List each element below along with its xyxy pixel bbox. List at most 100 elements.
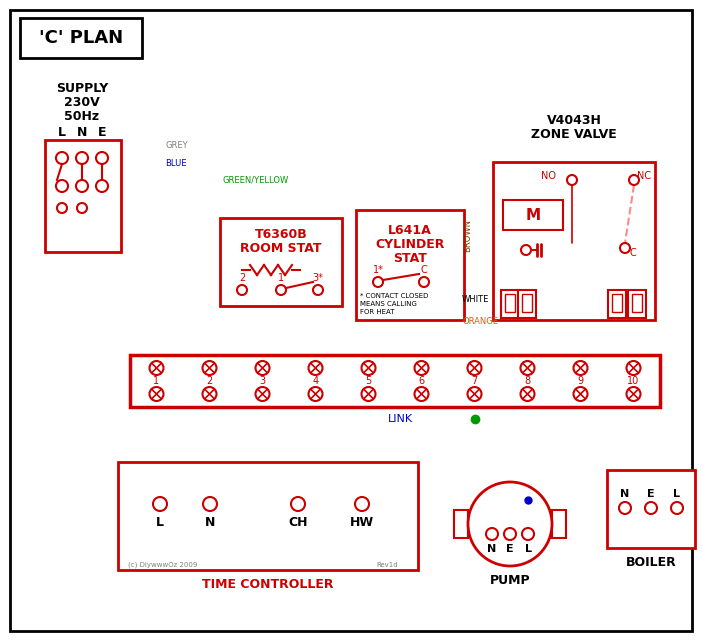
Circle shape — [237, 285, 247, 295]
Text: * CONTACT CLOSED: * CONTACT CLOSED — [360, 293, 428, 299]
Circle shape — [620, 243, 630, 253]
Text: 230V: 230V — [64, 96, 100, 108]
Text: L: L — [524, 544, 531, 554]
Circle shape — [56, 180, 68, 192]
Text: GREEN/YELLOW: GREEN/YELLOW — [222, 175, 289, 184]
Circle shape — [373, 277, 383, 287]
Text: MEANS CALLING: MEANS CALLING — [360, 301, 417, 307]
Text: 2: 2 — [206, 376, 213, 386]
Text: 4: 4 — [312, 376, 319, 386]
Text: 1*: 1* — [373, 265, 383, 275]
Circle shape — [468, 387, 482, 401]
Circle shape — [276, 285, 286, 295]
Text: C: C — [630, 248, 637, 258]
Text: 50Hz: 50Hz — [65, 110, 100, 122]
Bar — [505, 294, 515, 312]
Circle shape — [574, 361, 588, 375]
Text: TIME CONTROLLER: TIME CONTROLLER — [202, 578, 333, 592]
Text: NC: NC — [637, 171, 651, 181]
Bar — [503, 200, 563, 230]
Circle shape — [414, 387, 428, 401]
Text: LINK: LINK — [388, 414, 413, 424]
Text: NO: NO — [541, 171, 556, 181]
Bar — [632, 294, 642, 312]
Circle shape — [419, 277, 429, 287]
Text: SUPPLY: SUPPLY — [56, 81, 108, 94]
Circle shape — [671, 502, 683, 514]
Text: L: L — [58, 126, 66, 138]
Circle shape — [150, 387, 164, 401]
Circle shape — [77, 203, 87, 213]
Circle shape — [645, 502, 657, 514]
Circle shape — [202, 361, 216, 375]
Bar — [612, 294, 622, 312]
Bar — [607, 470, 695, 548]
Circle shape — [629, 175, 639, 185]
Circle shape — [520, 387, 534, 401]
Text: L: L — [156, 515, 164, 528]
Bar — [552, 510, 566, 538]
Text: FOR HEAT: FOR HEAT — [360, 309, 395, 315]
Circle shape — [486, 528, 498, 540]
Text: 3: 3 — [260, 376, 265, 386]
Text: BROWN: BROWN — [463, 219, 472, 251]
Text: N: N — [77, 126, 87, 138]
Bar — [608, 290, 626, 318]
Text: ZONE VALVE: ZONE VALVE — [531, 128, 617, 140]
Text: N: N — [487, 544, 496, 554]
Text: 1: 1 — [278, 273, 284, 283]
Text: L641A: L641A — [388, 224, 432, 237]
Text: ROOM STAT: ROOM STAT — [240, 242, 322, 254]
Text: 2: 2 — [239, 273, 245, 283]
Text: GREY: GREY — [165, 141, 187, 150]
Circle shape — [362, 387, 376, 401]
Circle shape — [414, 361, 428, 375]
Text: 8: 8 — [524, 376, 531, 386]
Text: 'C' PLAN: 'C' PLAN — [39, 29, 123, 47]
Circle shape — [96, 152, 108, 164]
Text: E: E — [98, 126, 106, 138]
Text: (c) DiywwwOz 2009: (c) DiywwwOz 2009 — [128, 562, 197, 569]
Text: E: E — [506, 544, 514, 554]
Text: 9: 9 — [578, 376, 583, 386]
Circle shape — [619, 502, 631, 514]
Text: N: N — [621, 489, 630, 499]
Text: T6360B: T6360B — [255, 228, 307, 240]
Bar — [45, 140, 121, 252]
Bar — [501, 290, 519, 318]
Circle shape — [56, 152, 68, 164]
Text: BLUE: BLUE — [165, 159, 187, 168]
Text: M: M — [525, 208, 541, 222]
Text: N: N — [205, 515, 216, 528]
Circle shape — [308, 387, 322, 401]
Bar — [118, 462, 418, 570]
Circle shape — [468, 482, 552, 566]
Circle shape — [203, 497, 217, 511]
Text: L: L — [673, 489, 680, 499]
Text: Rev1d: Rev1d — [376, 562, 398, 568]
Circle shape — [313, 285, 323, 295]
Circle shape — [574, 387, 588, 401]
Circle shape — [76, 152, 88, 164]
Circle shape — [57, 203, 67, 213]
Circle shape — [504, 528, 516, 540]
Circle shape — [256, 387, 270, 401]
Text: WHITE: WHITE — [462, 295, 489, 304]
Text: 6: 6 — [418, 376, 425, 386]
Circle shape — [150, 361, 164, 375]
Text: STAT: STAT — [393, 251, 427, 265]
Text: 3*: 3* — [312, 273, 324, 283]
Text: CYLINDER: CYLINDER — [376, 238, 444, 251]
Circle shape — [202, 387, 216, 401]
Bar — [493, 162, 655, 320]
Bar — [518, 290, 536, 318]
Bar — [20, 18, 142, 58]
Circle shape — [355, 497, 369, 511]
Text: CH: CH — [289, 515, 307, 528]
Bar — [454, 510, 468, 538]
Bar — [220, 218, 342, 306]
Circle shape — [520, 361, 534, 375]
Text: BOILER: BOILER — [625, 556, 676, 569]
Text: ORANGE: ORANGE — [462, 317, 498, 326]
Text: C: C — [420, 265, 428, 275]
